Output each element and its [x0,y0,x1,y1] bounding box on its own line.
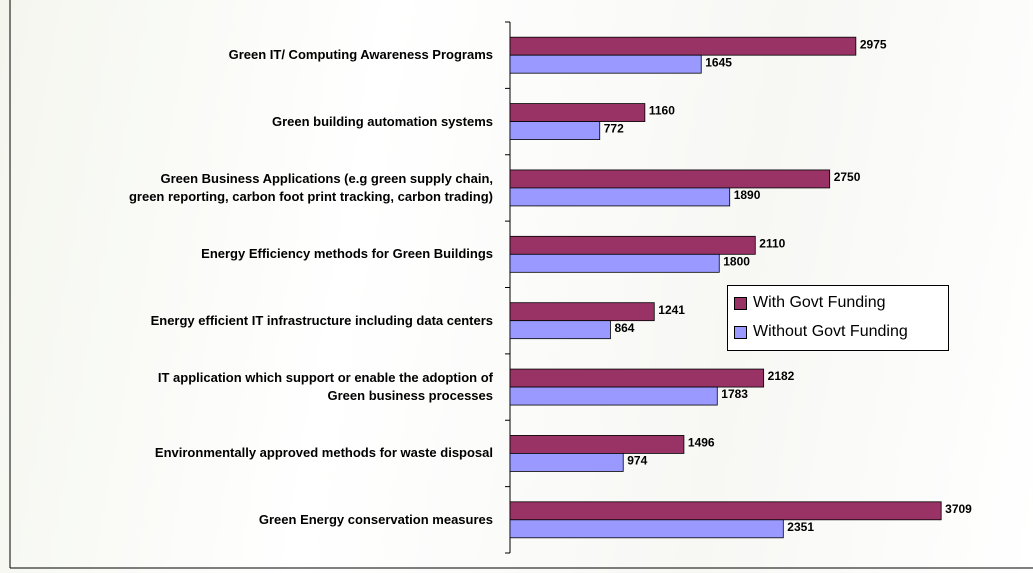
value-label: 974 [627,454,647,468]
category-label: Energy Efficiency methods for Green Buil… [201,246,493,262]
bar [509,169,831,189]
bar [509,235,756,255]
bar [509,501,942,521]
bar [509,435,685,454]
legend-swatch [734,296,747,310]
value-label: 2110 [759,236,785,250]
category-label: Green Energy conservation measures [258,511,493,527]
bar [509,320,611,340]
legend: With Govt Funding Without Govt Funding [727,285,949,351]
value-label: 2975 [860,37,887,51]
bar [509,36,857,56]
category-label: IT application which support or enable t… [157,370,493,404]
value-label: 1783 [721,387,748,401]
bar [509,368,765,388]
legend-item: Without Govt Funding [734,320,948,344]
value-label: 864 [614,321,634,335]
category-label: Green Business Applications (e.g green s… [128,170,493,204]
bar [509,519,784,539]
value-label: 1890 [734,188,761,202]
legend-label: Without Govt Funding [753,323,908,340]
bar [509,187,731,207]
bar [509,386,718,406]
category-label: Green building automation systems [271,113,493,129]
bar [509,121,601,140]
bar [509,54,702,74]
bar [509,453,624,472]
legend-item: With Govt Funding [734,291,948,315]
value-label: 3709 [945,502,972,516]
bar [509,103,646,122]
value-label: 2750 [834,170,861,184]
value-label: 2182 [768,369,795,383]
bar [509,253,720,273]
value-label: 1241 [658,303,685,317]
legend-label: With Govt Funding [753,294,886,311]
value-label: 2351 [787,520,814,534]
value-label: 1800 [723,254,750,268]
category-label: Environmentally approved methods for was… [154,445,493,461]
bar [509,302,655,322]
value-label: 772 [604,122,624,136]
value-label: 1645 [705,55,732,69]
category-label: Green IT/ Computing Awareness Programs [228,47,493,63]
value-label: 1496 [688,436,715,450]
value-label: 1160 [649,104,675,118]
legend-swatch [734,325,747,339]
category-label: Energy efficient IT infrastructure inclu… [150,312,493,328]
